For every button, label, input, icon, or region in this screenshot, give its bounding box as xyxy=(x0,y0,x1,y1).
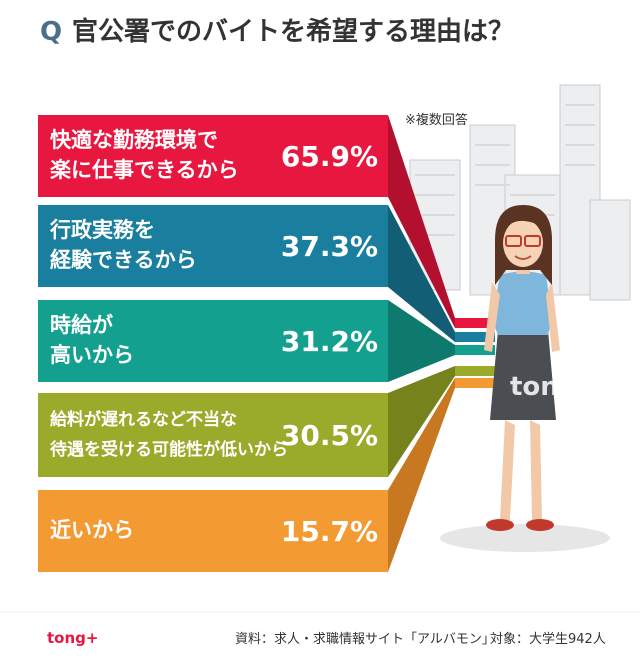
question-mark: Q xyxy=(40,17,62,47)
reason-text: 楽に仕事できるから xyxy=(50,158,239,182)
reason-box xyxy=(38,490,388,572)
reason-text: 快適な勤務環境で xyxy=(50,128,218,152)
watermark: tong+ xyxy=(510,372,599,402)
reason-text: 行政実務を xyxy=(49,218,155,242)
title: 官公署でのバイトを希望する理由は？ xyxy=(72,16,514,47)
strip xyxy=(455,345,495,355)
target: 対象：大学生942人 xyxy=(490,631,606,647)
reason-text: 高いから xyxy=(50,343,134,367)
reason-box xyxy=(38,393,388,477)
footer-logo: tong+ xyxy=(47,629,98,647)
woman-illustration xyxy=(440,205,610,552)
reason-box xyxy=(38,115,388,197)
reason-text: 近いから xyxy=(50,518,134,542)
percent: 15.7% xyxy=(281,515,378,548)
percent: 37.3% xyxy=(281,230,378,263)
percent: 31.2% xyxy=(281,325,378,358)
strip xyxy=(455,366,495,376)
reason-box xyxy=(38,205,388,287)
reason-text: 待遇を受ける可能性が低いから xyxy=(50,439,288,460)
reason-text: 経験できるから xyxy=(50,248,197,272)
strip xyxy=(455,318,495,328)
fold xyxy=(388,115,455,328)
strip xyxy=(455,378,495,388)
source: 資料：求人・求職情報サイト「アルバモン」 xyxy=(235,632,495,647)
fold xyxy=(388,378,455,572)
reason-text: 時給が xyxy=(50,313,113,337)
percent: 65.9% xyxy=(281,140,378,173)
reason-text: 給料が遅れるなど不当な xyxy=(50,409,237,430)
fold xyxy=(388,205,455,342)
reason-item: 近いから 15.7% xyxy=(38,378,495,572)
note: ※複数回答 xyxy=(405,112,468,128)
reason-box xyxy=(38,300,388,382)
strip xyxy=(455,332,495,342)
fold xyxy=(388,366,455,477)
percent: 30.5% xyxy=(281,419,378,452)
fold xyxy=(388,300,455,382)
building-windows xyxy=(415,104,595,236)
